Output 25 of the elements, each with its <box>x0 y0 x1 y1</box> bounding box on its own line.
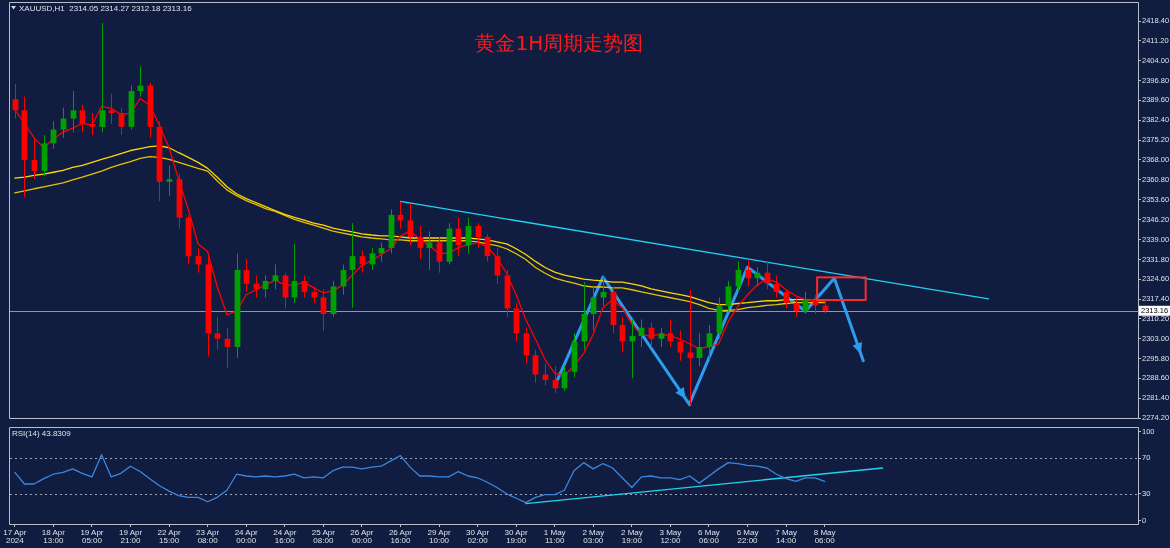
x-tick-label: 6 May 06:00 <box>698 527 720 546</box>
x-tick-label: 8 May 06:00 <box>813 527 836 546</box>
chart-title: RSI(14) 43.8309 <box>12 429 72 439</box>
x-tick-label: 24 Apr 16:00 <box>273 527 297 546</box>
x-tick-label: 1 May 11:00 <box>543 527 566 546</box>
x-tick-label: 30 Apr 19:00 <box>504 527 529 546</box>
x-tick-label: 24 Apr 00:00 <box>234 527 259 546</box>
x-tick-label: 22 Apr 15:00 <box>157 527 181 546</box>
x-tick-label: 2 May 03:00 <box>582 527 605 546</box>
x-tick-label: 2 May 19:00 <box>620 527 643 546</box>
x-tick-label: 7 May 14:00 <box>775 527 797 546</box>
x-tick-label: 19 Apr 05:00 <box>80 527 104 546</box>
x-tick-label: 26 Apr 16:00 <box>388 527 413 546</box>
x-tick-label: 6 May 22:00 <box>736 527 759 546</box>
x-tick-label: 19 Apr 21:00 <box>118 527 143 546</box>
x-tick-label: 30 Apr 02:00 <box>466 527 490 546</box>
x-tick-label: 17 Apr 2024 <box>3 527 27 546</box>
x-tick-label: 18 Apr 13:00 <box>41 527 66 546</box>
x-tick-label: 29 Apr 10:00 <box>427 527 451 546</box>
x-tick-label: 23 Apr 08:00 <box>196 527 220 546</box>
chart-subtitle: XAUUSD,H1 2314.05 2314.27 2312.18 2313.16 <box>19 4 193 14</box>
text: 黄金1H周期走势图 <box>475 31 644 56</box>
x-tick-label: 25 Apr 08:00 <box>311 527 336 546</box>
x-tick-label: 3 May 12:00 <box>659 527 682 546</box>
x-tick-label: 26 Apr 00:00 <box>350 527 374 546</box>
